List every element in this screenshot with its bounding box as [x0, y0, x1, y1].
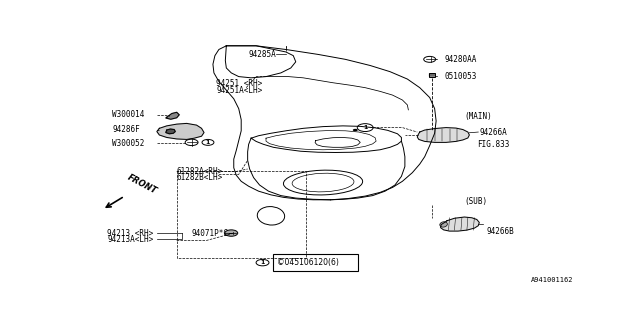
Polygon shape	[417, 128, 469, 142]
Polygon shape	[166, 112, 179, 119]
Circle shape	[353, 129, 358, 131]
Text: 61282A<RH>: 61282A<RH>	[177, 167, 223, 176]
Text: 1: 1	[206, 140, 210, 145]
Text: (SUB): (SUB)	[465, 196, 488, 205]
Text: W300014: W300014	[112, 110, 145, 119]
Text: 94285A: 94285A	[248, 50, 276, 59]
Polygon shape	[166, 129, 175, 134]
Text: 94266A: 94266A	[479, 128, 507, 137]
Text: 94251A<LH>: 94251A<LH>	[216, 86, 262, 95]
Circle shape	[185, 139, 198, 146]
Text: (MAIN): (MAIN)	[465, 111, 492, 121]
Text: ©045106120(6): ©045106120(6)	[277, 258, 339, 267]
Text: 0510053: 0510053	[445, 72, 477, 81]
Polygon shape	[157, 124, 204, 140]
Polygon shape	[440, 217, 479, 231]
Text: 94251 <RH>: 94251 <RH>	[216, 79, 262, 89]
Circle shape	[225, 230, 237, 236]
Text: 1: 1	[363, 125, 367, 130]
Circle shape	[256, 260, 269, 266]
Text: 94280AA: 94280AA	[445, 55, 477, 64]
Text: W300052: W300052	[112, 139, 145, 148]
Text: 94071P*C-: 94071P*C-	[191, 228, 233, 237]
Ellipse shape	[440, 222, 447, 227]
Text: 1: 1	[260, 260, 265, 265]
Text: 94213 <RH>: 94213 <RH>	[108, 228, 154, 237]
Text: 61282B<LH>: 61282B<LH>	[177, 173, 223, 182]
Circle shape	[202, 140, 214, 145]
Circle shape	[424, 56, 436, 62]
Text: 94266B: 94266B	[486, 227, 515, 236]
Circle shape	[357, 124, 373, 132]
FancyBboxPatch shape	[429, 73, 435, 77]
Text: FRONT: FRONT	[126, 172, 159, 196]
Text: 94213A<LH>: 94213A<LH>	[108, 235, 154, 244]
Text: FIG.833: FIG.833	[477, 140, 509, 149]
Text: 94286F: 94286F	[112, 125, 140, 134]
Text: A941001162: A941001162	[531, 277, 573, 283]
